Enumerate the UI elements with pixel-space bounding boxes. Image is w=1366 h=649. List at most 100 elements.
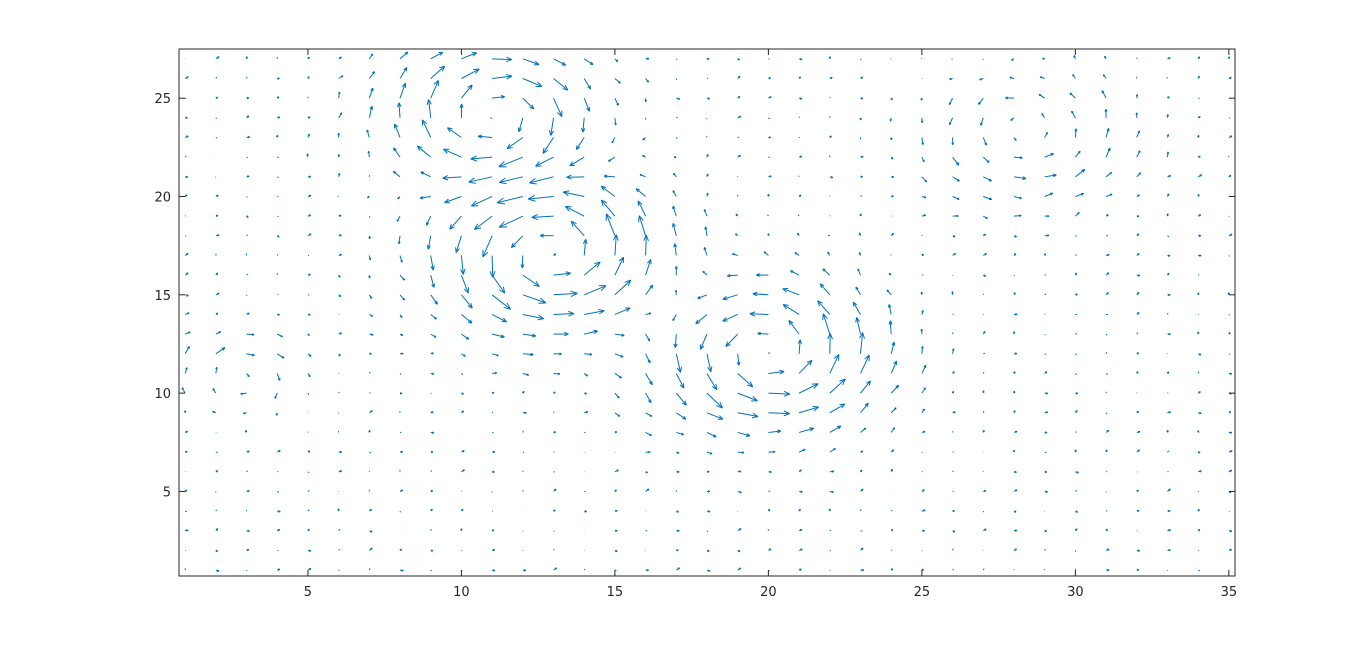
quiver-arrow	[643, 234, 649, 256]
quiver-arrow	[369, 530, 373, 533]
quiver-arrow	[399, 352, 404, 355]
quiver-arrow	[855, 286, 861, 296]
quiver-arrow	[368, 430, 371, 433]
quiver-arrow	[600, 185, 616, 197]
quiver-arrow	[1167, 175, 1171, 178]
quiver-arrow	[768, 117, 771, 120]
quiver-arrow	[1167, 509, 1171, 513]
quiver-arrow	[888, 272, 892, 276]
quiver-arrow	[1075, 471, 1079, 474]
quiver-arrow	[768, 96, 772, 99]
quiver-arrow	[1166, 151, 1170, 158]
quiver-arrow	[399, 51, 409, 60]
quiver-arrow	[614, 353, 624, 358]
quiver-arrow	[829, 529, 832, 532]
quiver-arrow	[397, 196, 401, 200]
quiver-arrow	[886, 289, 892, 296]
quiver-arrow	[983, 215, 988, 219]
quiver-arrow	[1136, 214, 1140, 218]
quiver-arrow	[737, 115, 742, 119]
x-axis-ticks: 5 10 15 20 25 30 35	[304, 49, 1237, 600]
quiver-arrow	[461, 52, 477, 60]
quiver-arrow	[482, 235, 493, 258]
arrow-layer	[181, 51, 1233, 572]
quiver-arrow	[951, 291, 954, 295]
quiver-arrow	[1044, 132, 1048, 138]
quiver-arrow	[798, 76, 802, 79]
quiver-arrow	[277, 313, 280, 316]
quiver-arrow	[952, 214, 959, 218]
quiver-arrow	[399, 569, 404, 572]
quiver-arrow	[1044, 411, 1049, 414]
quiver-arrow	[443, 148, 462, 158]
quiver-arrow	[798, 155, 803, 159]
quiver-arrow	[510, 235, 524, 248]
quiver-arrow	[307, 471, 310, 474]
quiver-arrow	[1074, 272, 1078, 276]
quiver-arrow	[614, 117, 617, 126]
quiver-arrow	[307, 214, 312, 217]
quiver-arrow	[828, 56, 832, 59]
quiver-arrow	[215, 331, 222, 335]
quiver-arrow	[583, 373, 589, 377]
quiver-arrow	[1043, 253, 1046, 256]
quiver-arrow	[522, 78, 543, 87]
quiver-arrow	[1105, 128, 1110, 138]
quiver-arrow	[215, 56, 220, 60]
quiver-arrow	[1106, 568, 1110, 572]
quiver-arrow	[798, 448, 806, 453]
quiver-arrow	[702, 270, 708, 276]
quiver-arrow	[706, 392, 723, 409]
quiver-arrow	[1074, 150, 1081, 158]
quiver-arrow	[246, 312, 250, 315]
quiver-arrow	[768, 410, 790, 417]
quiver-arrow	[430, 294, 438, 305]
quiver-arrow	[921, 253, 925, 257]
quiver-arrow	[645, 259, 652, 276]
quiver-arrow	[1198, 470, 1202, 473]
quiver-arrow	[1136, 371, 1139, 374]
quiver-arrow	[553, 567, 558, 571]
quiver-arrow	[1105, 333, 1108, 336]
quiver-arrow	[672, 314, 677, 321]
quiver-arrow	[215, 96, 219, 100]
quiver-arrow	[553, 331, 569, 337]
quiver-arrow	[1044, 192, 1054, 197]
quiver-arrow	[520, 255, 525, 269]
quiver-arrow	[982, 371, 985, 374]
quiver-arrow	[921, 408, 925, 414]
quiver-arrow	[704, 226, 708, 236]
quiver-arrow	[307, 373, 311, 378]
quiver-arrow	[1198, 411, 1202, 415]
quiver-arrow	[1013, 176, 1027, 180]
quiver-arrow	[675, 392, 687, 406]
quiver-arrow	[522, 274, 540, 287]
quiver-arrow	[1044, 431, 1048, 434]
quiver-arrow	[276, 353, 285, 359]
quiver-arrow	[645, 392, 652, 404]
quiver-arrow	[368, 275, 371, 279]
quiver-arrow	[725, 333, 739, 347]
quiver-arrow	[369, 547, 373, 551]
quiver-arrow	[1136, 568, 1140, 572]
quiver-arrow	[982, 411, 985, 413]
quiver-arrow	[215, 272, 219, 276]
quiver-arrow	[829, 470, 835, 473]
y-tick-label: 20	[154, 190, 171, 205]
quiver-arrow	[1197, 430, 1200, 433]
quiver-arrow	[675, 373, 685, 389]
quiver-arrow	[215, 347, 226, 355]
quiver-arrow	[706, 154, 709, 158]
quiver-arrow	[1167, 548, 1171, 552]
quiver-arrow	[394, 123, 401, 138]
quiver-arrow	[184, 450, 188, 454]
quiver-arrow	[215, 470, 219, 473]
quiver-arrow	[1228, 529, 1233, 533]
quiver-arrow	[430, 569, 433, 572]
quiver-arrow	[491, 353, 499, 357]
quiver-arrow	[642, 137, 646, 141]
quiver-arrow	[614, 412, 621, 417]
quiver-arrow	[215, 509, 218, 512]
quiver-arrow	[952, 371, 955, 374]
quiver-arrow	[583, 261, 601, 276]
